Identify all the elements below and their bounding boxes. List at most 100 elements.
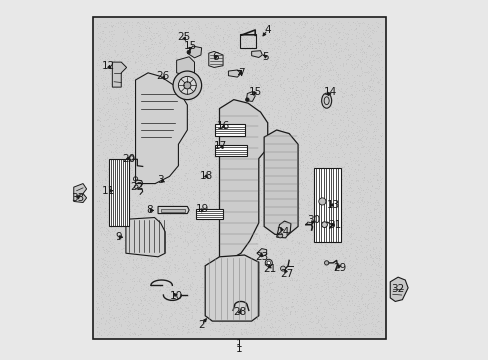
Point bbox=[344, 100, 352, 106]
Point bbox=[261, 226, 268, 232]
Point bbox=[94, 84, 102, 89]
Point bbox=[261, 331, 268, 337]
Point bbox=[355, 137, 363, 143]
Point bbox=[314, 85, 322, 91]
Point bbox=[180, 56, 188, 62]
Point bbox=[271, 140, 279, 146]
Point bbox=[331, 81, 339, 87]
Point bbox=[375, 87, 383, 93]
Point bbox=[322, 281, 329, 287]
Point bbox=[199, 85, 206, 91]
Point bbox=[290, 242, 298, 248]
Point bbox=[195, 214, 203, 220]
Point bbox=[169, 195, 177, 201]
Point bbox=[279, 148, 287, 154]
Point bbox=[269, 287, 277, 292]
Point bbox=[172, 53, 180, 58]
Point bbox=[150, 297, 158, 303]
Point bbox=[148, 159, 156, 165]
Point bbox=[107, 149, 115, 155]
Point bbox=[321, 270, 328, 275]
Point bbox=[308, 200, 316, 206]
Point bbox=[107, 64, 115, 69]
Point bbox=[129, 55, 137, 60]
Point bbox=[155, 311, 163, 316]
Circle shape bbox=[277, 233, 282, 238]
Point bbox=[103, 218, 111, 224]
Point bbox=[263, 274, 271, 279]
Point bbox=[328, 312, 336, 318]
Point bbox=[227, 247, 235, 253]
Point bbox=[293, 267, 301, 273]
Point bbox=[147, 330, 155, 336]
Point bbox=[219, 304, 226, 310]
Point bbox=[322, 277, 330, 283]
Point bbox=[164, 270, 172, 276]
Point bbox=[244, 301, 252, 307]
Point bbox=[143, 23, 151, 29]
Point bbox=[115, 213, 122, 219]
Point bbox=[288, 86, 296, 91]
Point bbox=[162, 86, 169, 91]
Point bbox=[288, 208, 296, 214]
Point bbox=[376, 319, 384, 325]
Point bbox=[119, 245, 126, 251]
Point bbox=[171, 80, 179, 85]
Point bbox=[325, 131, 333, 136]
Point bbox=[306, 224, 314, 230]
Point bbox=[283, 199, 290, 205]
Point bbox=[340, 45, 348, 51]
Point bbox=[168, 311, 176, 317]
Point bbox=[217, 128, 225, 134]
Point bbox=[247, 314, 255, 319]
Point bbox=[104, 116, 112, 122]
Point bbox=[168, 175, 176, 181]
Point bbox=[265, 37, 273, 43]
Point bbox=[120, 149, 128, 155]
Point bbox=[325, 67, 333, 72]
Point bbox=[350, 323, 358, 328]
Point bbox=[291, 42, 299, 48]
Point bbox=[160, 21, 168, 27]
Point bbox=[176, 284, 183, 290]
Point bbox=[347, 188, 355, 194]
Point bbox=[220, 324, 227, 329]
Point bbox=[113, 116, 121, 121]
Point bbox=[372, 176, 380, 182]
Point bbox=[318, 153, 325, 159]
Point bbox=[315, 28, 323, 33]
Point bbox=[110, 168, 118, 174]
Point bbox=[173, 81, 181, 86]
Point bbox=[317, 241, 325, 247]
Point bbox=[101, 254, 108, 260]
Point bbox=[349, 156, 357, 161]
Point bbox=[357, 196, 365, 202]
Point bbox=[281, 231, 288, 237]
Point bbox=[178, 93, 186, 98]
Point bbox=[154, 153, 162, 158]
Point bbox=[240, 64, 248, 70]
Point bbox=[335, 287, 343, 293]
Point bbox=[239, 134, 246, 139]
Point bbox=[306, 319, 314, 325]
Point bbox=[343, 141, 351, 147]
Point bbox=[187, 81, 195, 86]
Point bbox=[349, 168, 357, 174]
Point bbox=[250, 89, 258, 95]
Point bbox=[267, 73, 275, 79]
Point bbox=[128, 150, 136, 156]
Point bbox=[228, 139, 236, 145]
Point bbox=[280, 211, 288, 217]
Point bbox=[319, 131, 327, 136]
Point bbox=[367, 102, 375, 108]
Point bbox=[92, 117, 100, 123]
Point bbox=[312, 21, 320, 27]
Point bbox=[295, 163, 303, 169]
Point bbox=[174, 265, 182, 270]
Point bbox=[106, 205, 114, 211]
Point bbox=[172, 288, 180, 293]
Point bbox=[318, 122, 326, 128]
Point bbox=[203, 72, 211, 77]
Point bbox=[183, 299, 191, 305]
Point bbox=[274, 37, 282, 42]
